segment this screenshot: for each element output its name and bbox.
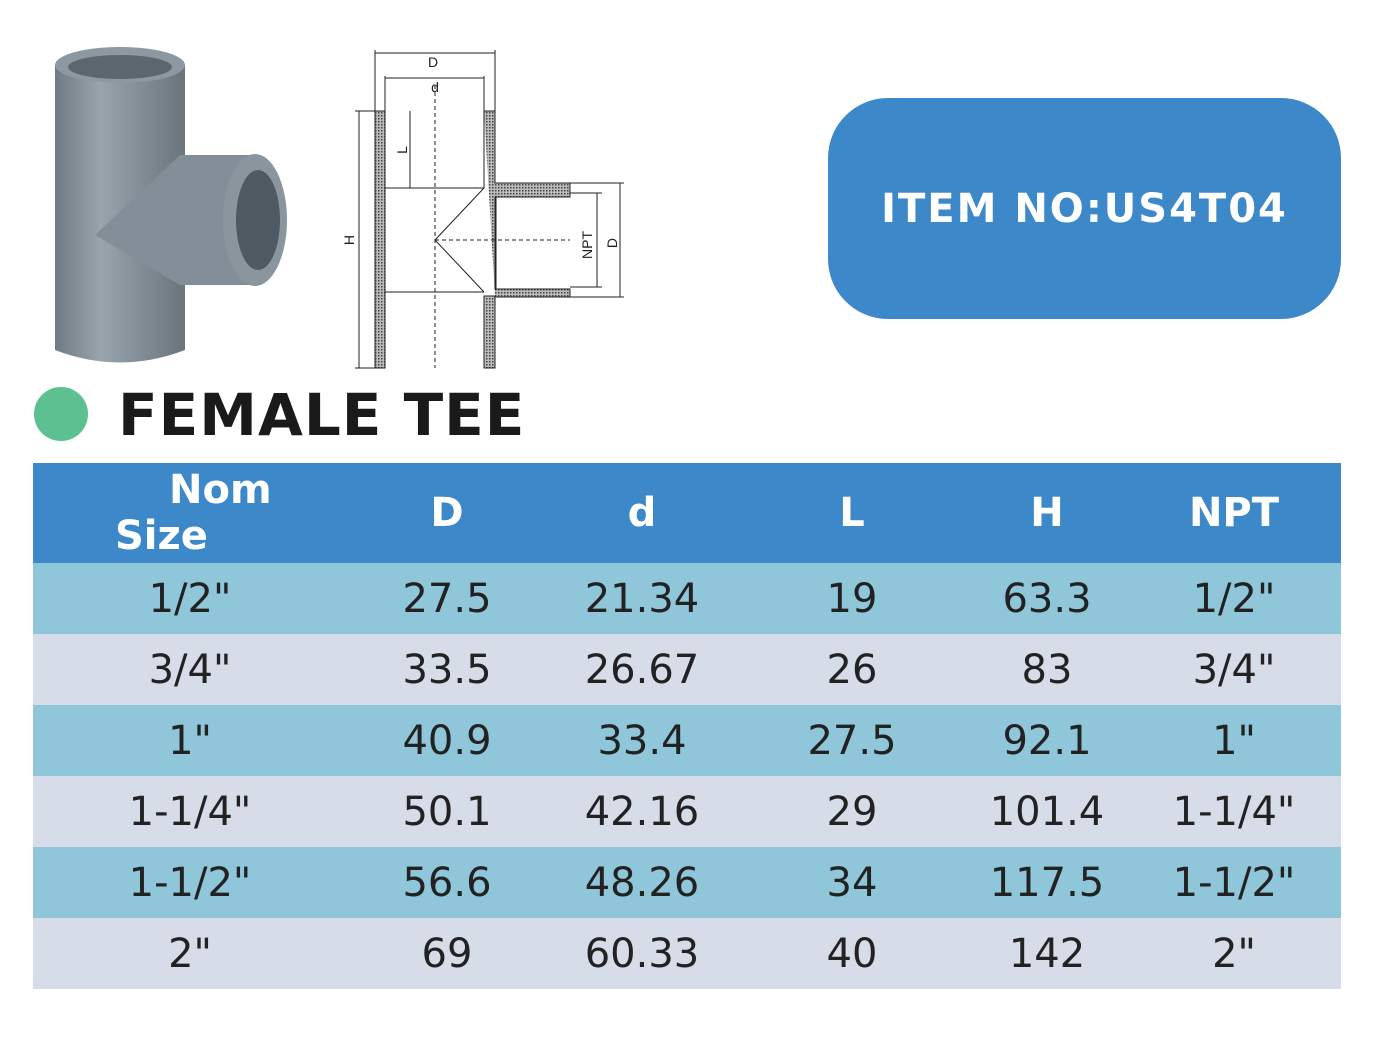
label-L: L — [394, 146, 410, 154]
header-D: D — [347, 463, 547, 563]
label-H: H — [341, 235, 357, 245]
cell-H: 101.4 — [967, 776, 1127, 847]
cell-d: 42.16 — [547, 776, 737, 847]
cell-L: 19 — [737, 563, 967, 634]
bullet-dot — [34, 387, 88, 441]
cell-H: 117.5 — [967, 847, 1127, 918]
table-row: 2" 69 60.33 40 142 2" — [33, 918, 1341, 989]
cell-D: 33.5 — [347, 634, 547, 705]
cell-nom-size: 3/4" — [33, 634, 347, 705]
label-branch-D: D — [604, 238, 620, 248]
cell-d: 33.4 — [547, 705, 737, 776]
table-row: 3/4" 33.5 26.67 26 83 3/4" — [33, 634, 1341, 705]
product-title: FEMALE TEE — [118, 381, 526, 449]
label-NPT: NPT — [579, 231, 595, 259]
cell-NPT: 1" — [1127, 705, 1341, 776]
label-D: D — [428, 54, 438, 70]
cell-H: 63.3 — [967, 563, 1127, 634]
cell-D: 69 — [347, 918, 547, 989]
cell-L: 27.5 — [737, 705, 967, 776]
spec-table: Nom Size D d L H NPT 1/2" 27.5 21.34 19 63.3 1… — [33, 463, 1341, 989]
cell-L: 34 — [737, 847, 967, 918]
table-header-row: Nom Size D d L H NPT — [33, 463, 1341, 563]
cell-L: 40 — [737, 918, 967, 989]
cell-d: 21.34 — [547, 563, 737, 634]
table-row: 1-1/4" 50.1 42.16 29 101.4 1-1/4" — [33, 776, 1341, 847]
item-number-badge: ITEM NO:US4T04 — [828, 98, 1341, 319]
cell-d: 60.33 — [547, 918, 737, 989]
cell-nom-size: 1-1/4" — [33, 776, 347, 847]
cell-nom-size: 1-1/2" — [33, 847, 347, 918]
item-number: ITEM NO:US4T04 — [881, 185, 1288, 232]
cell-nom-size: 2" — [33, 918, 347, 989]
cell-H: 142 — [967, 918, 1127, 989]
cell-d: 26.67 — [547, 634, 737, 705]
cell-NPT: 2" — [1127, 918, 1341, 989]
technical-drawing: D d L H NPT D — [341, 50, 624, 369]
header-L: L — [737, 463, 967, 563]
cell-NPT: 1/2" — [1127, 563, 1341, 634]
header-H: H — [967, 463, 1127, 563]
header-d: d — [547, 463, 737, 563]
table-row: 1-1/2" 56.6 48.26 34 117.5 1-1/2" — [33, 847, 1341, 918]
cell-H: 92.1 — [967, 705, 1127, 776]
cell-H: 83 — [967, 634, 1127, 705]
cell-D: 50.1 — [347, 776, 547, 847]
header-nom-size: Nom Size — [33, 463, 347, 563]
cell-D: 40.9 — [347, 705, 547, 776]
cell-nom-size: 1" — [33, 705, 347, 776]
cell-L: 26 — [737, 634, 967, 705]
table-row: 1/2" 27.5 21.34 19 63.3 1/2" — [33, 563, 1341, 634]
cell-D: 27.5 — [347, 563, 547, 634]
cell-d: 48.26 — [547, 847, 737, 918]
cell-NPT: 3/4" — [1127, 634, 1341, 705]
product-photo — [55, 47, 287, 363]
cell-D: 56.6 — [347, 847, 547, 918]
cell-L: 29 — [737, 776, 967, 847]
cell-nom-size: 1/2" — [33, 563, 347, 634]
label-d: d — [431, 79, 439, 95]
header-NPT: NPT — [1127, 463, 1341, 563]
cell-NPT: 1-1/2" — [1127, 847, 1341, 918]
table-row: 1" 40.9 33.4 27.5 92.1 1" — [33, 705, 1341, 776]
cell-NPT: 1-1/4" — [1127, 776, 1341, 847]
